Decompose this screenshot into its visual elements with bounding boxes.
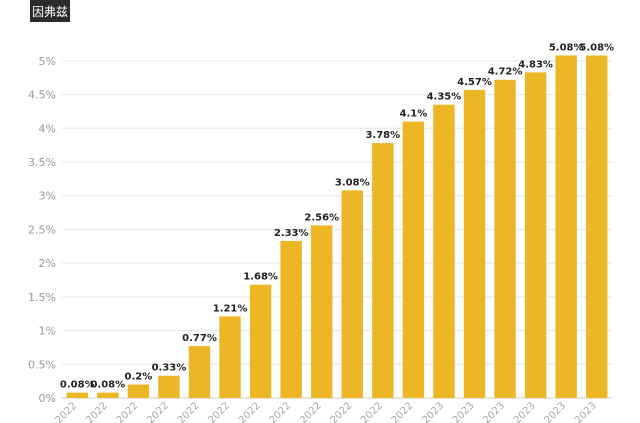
- y-tick-label: 2.5%: [28, 223, 56, 236]
- bar: [311, 225, 333, 398]
- x-tick-label: 2022: [84, 400, 110, 423]
- y-tick-label: 1.5%: [28, 291, 56, 304]
- data-label: 4.57%: [457, 77, 492, 88]
- x-tick-label: 2023: [573, 400, 599, 423]
- bar: [402, 121, 425, 399]
- bar: [97, 392, 119, 398]
- x-tick-label: 2022: [115, 400, 141, 423]
- data-label: 2.33%: [274, 228, 309, 239]
- data-label: 0.08%: [90, 380, 125, 391]
- x-tick-label: 2022: [329, 400, 355, 423]
- x-tick-label: 2023: [543, 400, 569, 423]
- data-label: 4.83%: [518, 59, 553, 70]
- data-label: 3.78%: [365, 130, 400, 141]
- data-label: 0.77%: [182, 333, 217, 344]
- data-label: 5.08%: [549, 42, 584, 53]
- x-tick-label: 2023: [481, 400, 507, 423]
- bar: [463, 89, 486, 398]
- bar: [158, 375, 180, 398]
- watermark-badge: 因弗兹: [30, 0, 70, 22]
- bar: [127, 384, 150, 398]
- bar: [433, 104, 455, 398]
- bar: [219, 316, 241, 398]
- data-label: 4.1%: [400, 109, 428, 120]
- data-label: 5.08%: [579, 42, 614, 53]
- data-label: 4.35%: [427, 92, 462, 103]
- x-tick-label: 2022: [390, 400, 416, 423]
- y-tick-label: 0%: [39, 392, 56, 405]
- y-tick-label: 1%: [39, 325, 56, 338]
- x-tick-label: 2022: [206, 400, 232, 423]
- x-tick-label: 2023: [451, 400, 477, 423]
- y-tick-label: 5%: [39, 55, 56, 68]
- x-tick-label: 2022: [237, 400, 263, 423]
- data-label: 0.33%: [152, 363, 187, 374]
- y-tick-label: 2%: [39, 257, 56, 270]
- y-tick-label: 3%: [39, 190, 56, 203]
- bar: [586, 55, 608, 398]
- x-tick-label: 2022: [359, 400, 385, 423]
- data-label: 1.21%: [213, 303, 248, 314]
- bar: [280, 240, 302, 398]
- data-label: 3.08%: [335, 177, 370, 188]
- data-label: 1.68%: [243, 272, 278, 283]
- data-label: 2.56%: [304, 212, 339, 223]
- bar: [555, 55, 577, 398]
- data-label: 0.2%: [125, 372, 153, 383]
- data-label: 0.08%: [60, 380, 95, 391]
- data-label: 4.72%: [488, 67, 523, 78]
- bar: [66, 392, 88, 398]
- bar: [524, 72, 547, 398]
- x-tick-label: 2023: [512, 400, 538, 423]
- bar: [249, 284, 272, 398]
- x-tick-label: 2022: [54, 400, 80, 423]
- y-tick-label: 0.5%: [28, 358, 56, 371]
- y-tick-label: 3.5%: [28, 156, 56, 169]
- x-tick-label: 2022: [298, 400, 324, 423]
- bar: [494, 79, 516, 398]
- x-tick-label: 2022: [145, 400, 171, 423]
- y-tick-label: 4.5%: [28, 89, 56, 102]
- x-tick-label: 2022: [268, 400, 294, 423]
- bar: [188, 346, 211, 398]
- x-tick-label: 2023: [420, 400, 446, 423]
- y-tick-label: 4%: [39, 122, 56, 135]
- x-tick-label: 2022: [176, 400, 202, 423]
- bar: [372, 143, 394, 398]
- bar: [341, 190, 363, 398]
